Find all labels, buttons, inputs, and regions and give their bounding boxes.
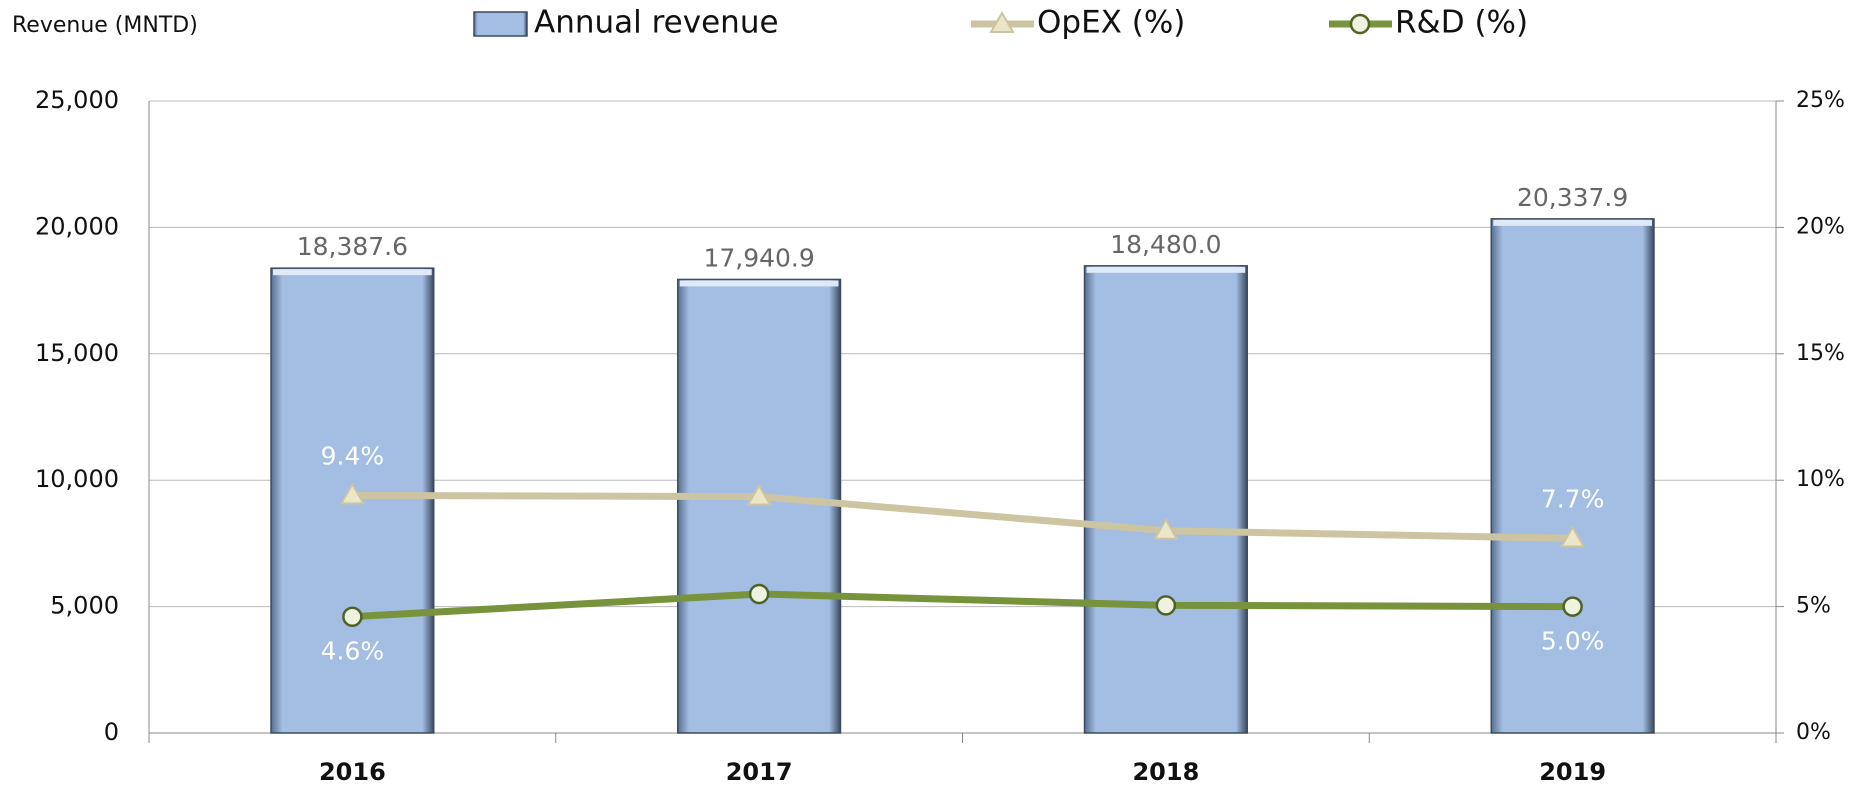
x-tick-label: 2016	[319, 758, 386, 786]
y2-tick-label: 5%	[1796, 594, 1831, 619]
y-tick-label: 15,000	[35, 339, 119, 367]
data-label: 17,940.9	[703, 243, 814, 272]
data-label: 5.0%	[1541, 627, 1605, 656]
marker	[339, 482, 366, 505]
legend-label: Annual revenue	[534, 5, 779, 41]
y2-tick-label: 0%	[1796, 720, 1831, 745]
legend-marker	[1349, 13, 1371, 35]
data-label: 7.7%	[1541, 484, 1605, 513]
legend-label: R&D (%)	[1395, 5, 1528, 41]
x-tick-label: 2017	[726, 758, 793, 786]
bar-top	[1086, 266, 1246, 273]
marker	[1155, 595, 1177, 616]
marker	[1153, 517, 1179, 540]
marker	[342, 606, 363, 627]
data-label: 4.6%	[321, 637, 385, 666]
x-tick-label: 2019	[1539, 758, 1606, 786]
data-label: 18,387.6	[297, 232, 408, 261]
legend-label: OpEX (%)	[1037, 5, 1185, 41]
marker	[1562, 596, 1583, 617]
data-label: 9.4%	[321, 441, 385, 470]
bar-top	[273, 269, 432, 276]
y-tick-label: 5,000	[50, 592, 119, 620]
legend-marker	[989, 11, 1015, 33]
bar	[1083, 265, 1248, 734]
legend-swatch	[473, 11, 528, 37]
data-label: 20,337.9	[1517, 183, 1628, 212]
line	[352, 590, 1573, 621]
y2-tick-label: 15%	[1796, 341, 1845, 366]
x-tick-label: 2018	[1132, 758, 1199, 786]
y2-tick-label: 25%	[1796, 88, 1845, 113]
bar	[1490, 218, 1655, 734]
y-tick-label: 25,000	[35, 86, 119, 114]
y-axis-title: Revenue (MNTD)	[12, 13, 198, 38]
y2-tick-label: 10%	[1796, 467, 1845, 492]
y2-tick-label: 20%	[1796, 214, 1845, 239]
marker	[748, 583, 770, 605]
line	[352, 491, 1573, 542]
y-tick-label: 0	[104, 718, 119, 746]
y-tick-label: 10,000	[35, 465, 119, 493]
marker	[1559, 525, 1586, 548]
marker	[746, 483, 772, 506]
bar	[677, 278, 842, 734]
bar-top	[1493, 219, 1652, 226]
bar-top	[679, 280, 839, 287]
y-tick-label: 20,000	[35, 212, 119, 240]
data-label: 18,480.0	[1110, 230, 1221, 259]
